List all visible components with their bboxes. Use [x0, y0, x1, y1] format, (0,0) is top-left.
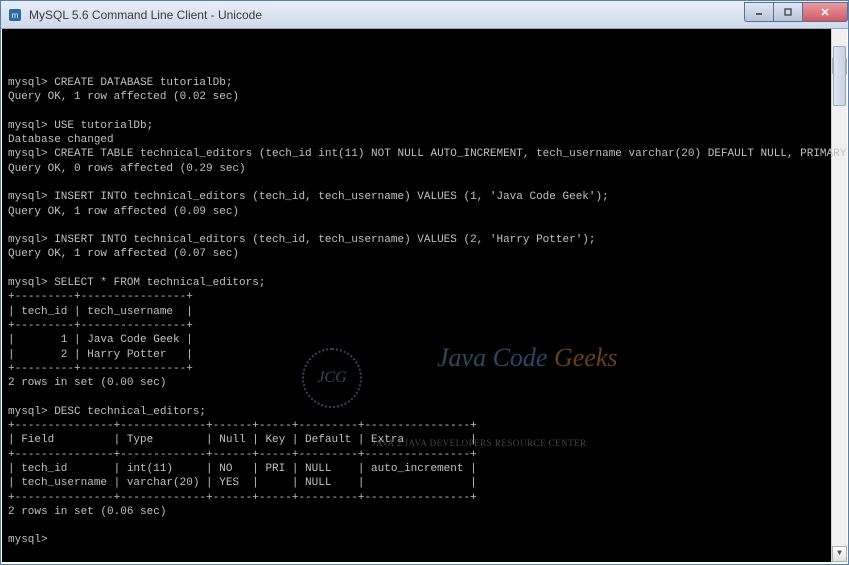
close-button[interactable]	[802, 2, 848, 22]
maximize-button[interactable]	[773, 2, 803, 22]
window-title: MySQL 5.6 Command Line Client - Unicode	[29, 8, 745, 22]
terminal-output: mysql> CREATE DATABASE tutorialDb; Query…	[8, 76, 841, 548]
app-icon: m	[7, 7, 23, 23]
svg-text:m: m	[12, 11, 19, 20]
titlebar[interactable]: m MySQL 5.6 Command Line Client - Unicod…	[1, 1, 848, 29]
app-window: m MySQL 5.6 Command Line Client - Unicod…	[0, 0, 849, 565]
scrollbar-down-button[interactable]: ▼	[832, 546, 847, 562]
terminal-area[interactable]: JCG Java Code Geeks JAVA 2 JAVA DEVELOPE…	[2, 29, 847, 562]
window-controls	[745, 2, 848, 22]
minimize-button[interactable]	[744, 2, 774, 22]
